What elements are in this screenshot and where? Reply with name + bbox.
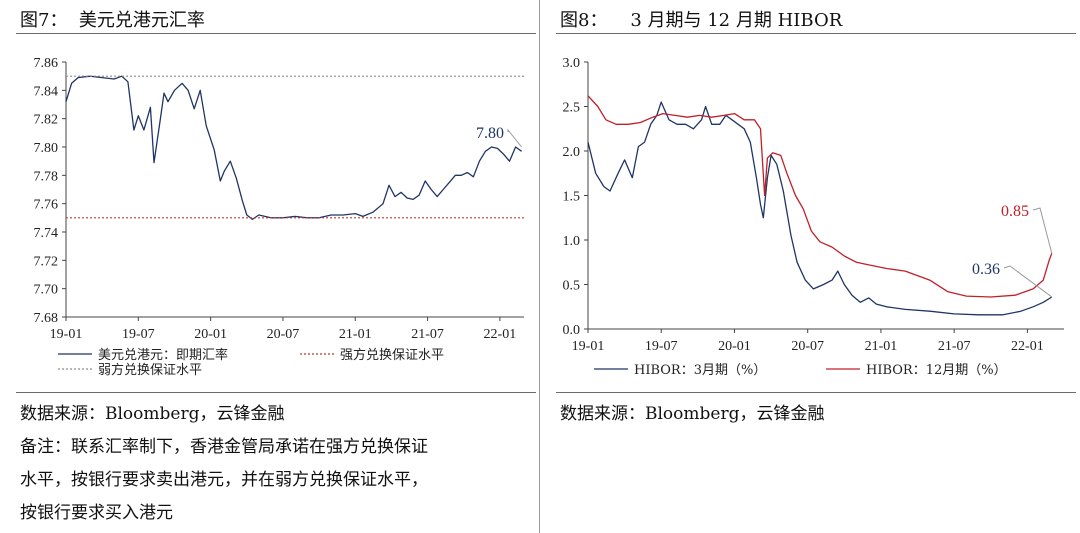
x-tick-label: 21-07: [411, 327, 444, 342]
y-tick-label: 7.74: [34, 226, 59, 241]
x-tick-label: 20-07: [267, 327, 300, 342]
legend-label: 弱方兑换保证水平: [98, 362, 202, 378]
x-tick-label: 20-01: [194, 327, 227, 342]
x-tick-label: 21-07: [938, 339, 971, 354]
y-tick-label: 0.0: [563, 323, 581, 338]
y-tick-label: 0.5: [563, 279, 581, 294]
series-line: [65, 75, 522, 220]
series-line: [587, 95, 1053, 298]
x-tick-label: 19-07: [122, 327, 155, 342]
fx-rate-chart: 7.68 7.70 7.72 7.74 7.76 7.78 7.80 7.82 7.84 7.86…: [34, 56, 524, 378]
y-tick-label: 7.68: [34, 311, 59, 326]
y-tick-label: 7.84: [34, 84, 59, 99]
y-tick-label: 7.70: [34, 283, 59, 298]
annotation-label: 0.36: [972, 261, 1000, 278]
annotation-label: 0.85: [1001, 203, 1029, 220]
y-tick-label: 7.80: [34, 141, 59, 156]
y-tick-label: 1.5: [563, 190, 581, 205]
x-tick-label: 21-01: [339, 327, 372, 342]
y-tick-label: 2.0: [563, 145, 581, 160]
x-tick-label: 22-01: [1011, 339, 1044, 354]
y-tick-label: 7.72: [34, 254, 59, 269]
y-tick-label: 7.76: [34, 198, 59, 213]
source-rule: [16, 392, 536, 393]
annotation-leader: [1003, 265, 1053, 298]
y-tick-label: 7.86: [34, 56, 59, 71]
source-rule: [556, 392, 1076, 393]
title-rule: [16, 33, 536, 34]
x-tick-label: 19-01: [50, 327, 83, 342]
x-tick-label: 20-07: [791, 339, 824, 354]
x-tick-label: 22-01: [484, 327, 517, 342]
legend-label: 美元兑港元：即期汇率: [98, 347, 228, 363]
annotation-leader: [507, 128, 522, 148]
chart-title: 图8： 3 月期与 12 月期 HIBOR: [560, 10, 843, 31]
source-text: 数据来源：Bloomberg，云锋金融: [560, 404, 825, 424]
x-tick-label: 20-01: [718, 339, 751, 354]
note-line: 按银行要求买入港元: [20, 503, 173, 523]
annotation-leader: [1032, 207, 1053, 254]
title-rule: [556, 33, 1076, 34]
x-tick-label: 19-07: [645, 339, 678, 354]
annotation-label: 7.80: [476, 125, 504, 142]
source-text: 数据来源：Bloomberg，云锋金融: [20, 404, 285, 424]
note-line: 备注：联系汇率制下，香港金管局承诺在强方兑换保证: [20, 437, 428, 457]
x-tick-label: 21-01: [865, 339, 898, 354]
legend-label: HIBOR：12月期（%）: [866, 363, 1007, 378]
left-panel: 图7： 美元兑港元汇率 7.68 7.70 7.72 7.74 7.76 7.78 7.80…: [16, 10, 536, 523]
note-line: 水平，按银行要求卖出港元，并在弱方兑换保证水平，: [20, 470, 428, 490]
series-line: [587, 101, 1053, 316]
right-panel: 图8： 3 月期与 12 月期 HIBOR 0.0 0.5 1.0 1.5 2.0 2.5…: [540, 0, 1080, 533]
legend-label: HIBOR：3月期（%）: [634, 363, 766, 378]
y-tick-label: 2.5: [563, 101, 581, 116]
y-tick-label: 3.0: [563, 56, 581, 71]
panel-divider: [539, 0, 540, 533]
chart-title: 图7： 美元兑港元汇率: [20, 10, 205, 31]
y-tick-label: 7.78: [34, 169, 59, 184]
hibor-chart: 0.0 0.5 1.0 1.5 2.0 2.5 3.0 19-01 19-07 20-01 20-0…: [563, 56, 1064, 378]
x-tick-label: 19-01: [572, 339, 605, 354]
y-tick-label: 7.82: [34, 113, 59, 128]
legend-label: 强方兑换保证水平: [340, 347, 444, 363]
y-tick-label: 1.0: [563, 234, 581, 249]
